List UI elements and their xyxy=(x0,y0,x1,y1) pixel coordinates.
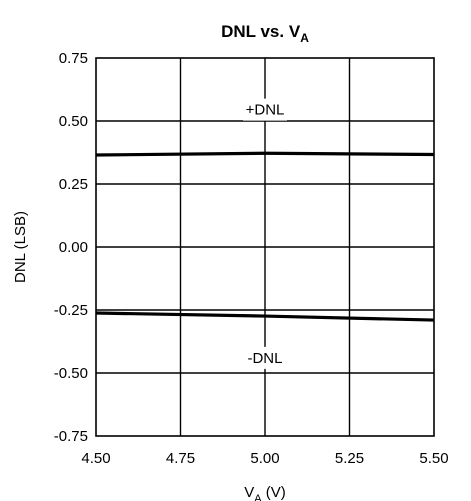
series-annotation: -DNL xyxy=(247,350,282,367)
x-tick-label: 5.00 xyxy=(250,450,279,467)
series-annotation: +DNL xyxy=(246,102,285,119)
x-tick-label: 5.50 xyxy=(419,450,448,467)
series-line xyxy=(95,151,435,157)
y-tick-label: 0.25 xyxy=(59,176,88,193)
x-tick-label: 4.75 xyxy=(166,450,195,467)
x-tick-label: 4.50 xyxy=(81,450,110,467)
y-tick-label: 0.50 xyxy=(59,113,88,130)
y-tick-label: 0.75 xyxy=(59,50,88,67)
y-tick-label: 0.00 xyxy=(59,239,88,256)
annotation-background xyxy=(243,346,287,369)
plot-frame xyxy=(95,57,435,437)
plot-area: +DNL -DNL 0.75 0.50 0.25 0.00 -0.25 -0.50 -0.75 4… xyxy=(54,50,449,467)
x-tick-label: 5.25 xyxy=(335,450,364,467)
y-tick-label: -0.25 xyxy=(54,302,88,319)
x-axis-label: VA (V) xyxy=(244,484,286,501)
y-tick-label: -0.50 xyxy=(54,365,88,382)
annotation-background xyxy=(243,98,287,121)
chart-title: DNL vs. VA xyxy=(221,22,309,45)
y-axis-label: DNL (LSB) xyxy=(12,211,29,283)
series-line xyxy=(95,311,435,322)
y-tick-label: -0.75 xyxy=(54,428,88,445)
